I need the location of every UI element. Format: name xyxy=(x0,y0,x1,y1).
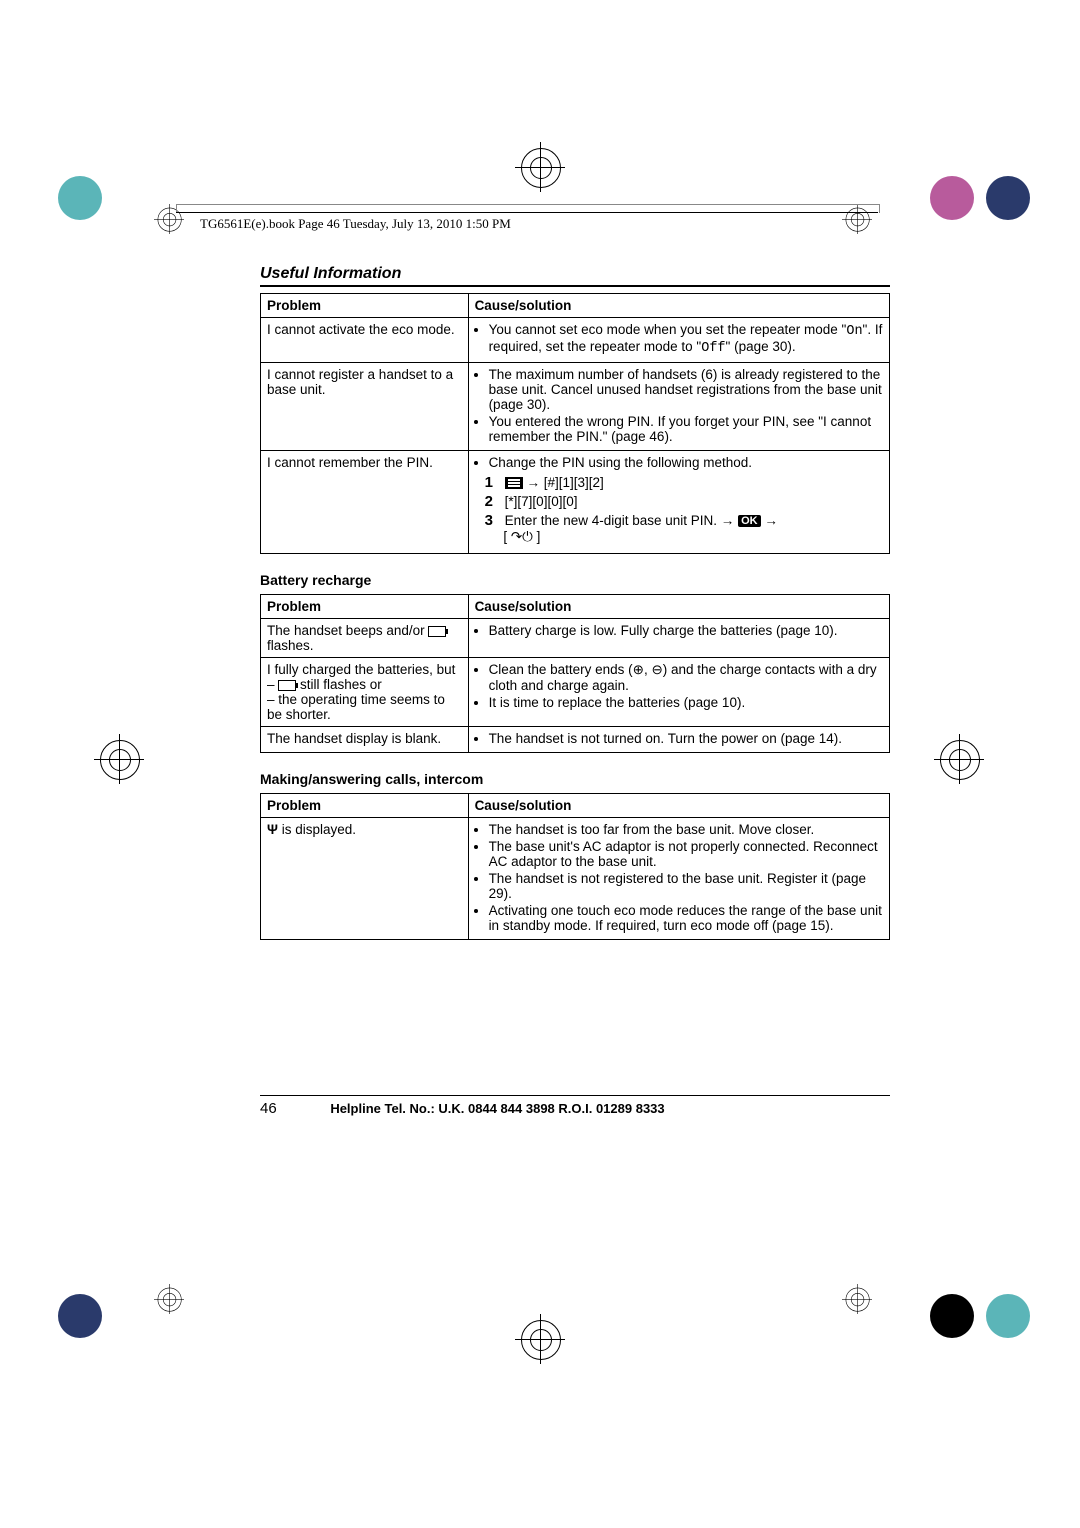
cell-cause: You cannot set eco mode when you set the… xyxy=(468,318,889,363)
table-row: Ψ is displayed. The handset is too far f… xyxy=(261,818,890,940)
cause-item: You entered the wrong PIN. If you forget… xyxy=(489,414,883,444)
cell-cause: The handset is not turned on. Turn the p… xyxy=(468,727,889,753)
cause-item: The handset is too far from the base uni… xyxy=(489,822,883,837)
th-cause: Cause/solution xyxy=(468,595,889,619)
table-general: Problem Cause/solution I cannot activate… xyxy=(260,293,890,554)
color-dot-br1 xyxy=(930,1294,974,1338)
table-row: I cannot remember the PIN. Change the PI… xyxy=(261,451,890,554)
cause-item: Change the PIN using the following metho… xyxy=(489,455,883,470)
cell-problem: Ψ is displayed. xyxy=(261,818,469,940)
antenna-icon: Ψ xyxy=(267,822,278,837)
pin-step: 1 → [#][1][3][2] xyxy=(485,474,883,491)
step3-end-keys: [ ↷⏻ ] xyxy=(503,529,540,544)
ok-icon: OK xyxy=(738,515,761,527)
registration-br xyxy=(846,1288,869,1311)
subheading-battery: Battery recharge xyxy=(260,572,890,588)
th-cause: Cause/solution xyxy=(468,294,889,318)
th-problem: Problem xyxy=(261,595,469,619)
menu-icon xyxy=(505,477,523,489)
color-dot-bl xyxy=(58,1294,102,1338)
cause-item: The maximum number of handsets (6) is al… xyxy=(489,367,883,412)
registration-right xyxy=(940,740,978,778)
cell-problem: I fully charged the batteries, but – sti… xyxy=(261,658,469,727)
section-title: Useful Information xyxy=(260,265,890,287)
helpline-text: Helpline Tel. No.: U.K. 0844 844 3898 R.… xyxy=(330,1101,664,1116)
cell-cause: Change the PIN using the following metho… xyxy=(468,451,889,554)
cell-problem: The handset display is blank. xyxy=(261,727,469,753)
cell-cause: Clean the battery ends (⊕, ⊖) and the ch… xyxy=(468,658,889,727)
cause-item: You cannot set eco mode when you set the… xyxy=(489,322,883,356)
step3-arrow: → xyxy=(764,513,778,528)
cause-item: Activating one touch eco mode reduces th… xyxy=(489,903,883,933)
cause-item: The base unit's AC adaptor is not proper… xyxy=(489,839,883,869)
page-footer: 46 Helpline Tel. No.: U.K. 0844 844 3898… xyxy=(260,1095,890,1117)
table-calls: Problem Cause/solution Ψ is displayed. T… xyxy=(260,793,890,940)
step3-text: Enter the new 4-digit base unit PIN. → xyxy=(505,513,735,528)
battery-icon xyxy=(428,626,446,637)
registration-bl xyxy=(158,1288,181,1311)
cause-item: Clean the battery ends (⊕, ⊖) and the ch… xyxy=(489,662,883,693)
cell-problem: I cannot register a handset to a base un… xyxy=(261,363,469,451)
cause-item: Battery charge is low. Fully charge the … xyxy=(489,623,883,638)
color-dot-tl xyxy=(58,176,102,220)
page-number: 46 xyxy=(260,1100,277,1117)
cause-item: The handset is not turned on. Turn the p… xyxy=(489,731,883,746)
header-rule xyxy=(176,212,878,213)
th-problem: Problem xyxy=(261,794,469,818)
cell-problem: I cannot activate the eco mode. xyxy=(261,318,469,363)
cell-problem: I cannot remember the PIN. xyxy=(261,451,469,554)
battery-icon xyxy=(278,680,296,691)
table-row: The handset beeps and/or flashes. Batter… xyxy=(261,619,890,658)
cell-problem: The handset beeps and/or flashes. xyxy=(261,619,469,658)
color-dot-tr1 xyxy=(930,176,974,220)
table-row: I cannot activate the eco mode. You cann… xyxy=(261,318,890,363)
pin-step: 3 Enter the new 4-digit base unit PIN. →… xyxy=(485,512,883,545)
cell-cause: Battery charge is low. Fully charge the … xyxy=(468,619,889,658)
table-row: I cannot register a handset to a base un… xyxy=(261,363,890,451)
table-row: The handset display is blank. The handse… xyxy=(261,727,890,753)
registration-top xyxy=(521,148,559,186)
pin-step: 2 [*][7][0][0][0] xyxy=(485,493,883,510)
th-problem: Problem xyxy=(261,294,469,318)
crop-header-text: TG6561E(e).book Page 46 Tuesday, July 13… xyxy=(200,216,511,232)
th-cause: Cause/solution xyxy=(468,794,889,818)
table-battery: Problem Cause/solution The handset beeps… xyxy=(260,594,890,753)
cell-cause: The maximum number of handsets (6) is al… xyxy=(468,363,889,451)
page-content: Useful Information Problem Cause/solutio… xyxy=(260,265,890,958)
color-dot-br2 xyxy=(986,1294,1030,1338)
registration-left xyxy=(100,740,138,778)
subheading-calls: Making/answering calls, intercom xyxy=(260,771,890,787)
cell-cause: The handset is too far from the base uni… xyxy=(468,818,889,940)
color-dot-tr2 xyxy=(986,176,1030,220)
step2-keys: [*][7][0][0][0] xyxy=(505,494,578,509)
cause-item: It is time to replace the batteries (pag… xyxy=(489,695,883,710)
table-row: I fully charged the batteries, but – sti… xyxy=(261,658,890,727)
cause-item: The handset is not registered to the bas… xyxy=(489,871,883,901)
step1-keys: → [#][1][3][2] xyxy=(526,475,603,490)
registration-bottom xyxy=(521,1320,559,1358)
